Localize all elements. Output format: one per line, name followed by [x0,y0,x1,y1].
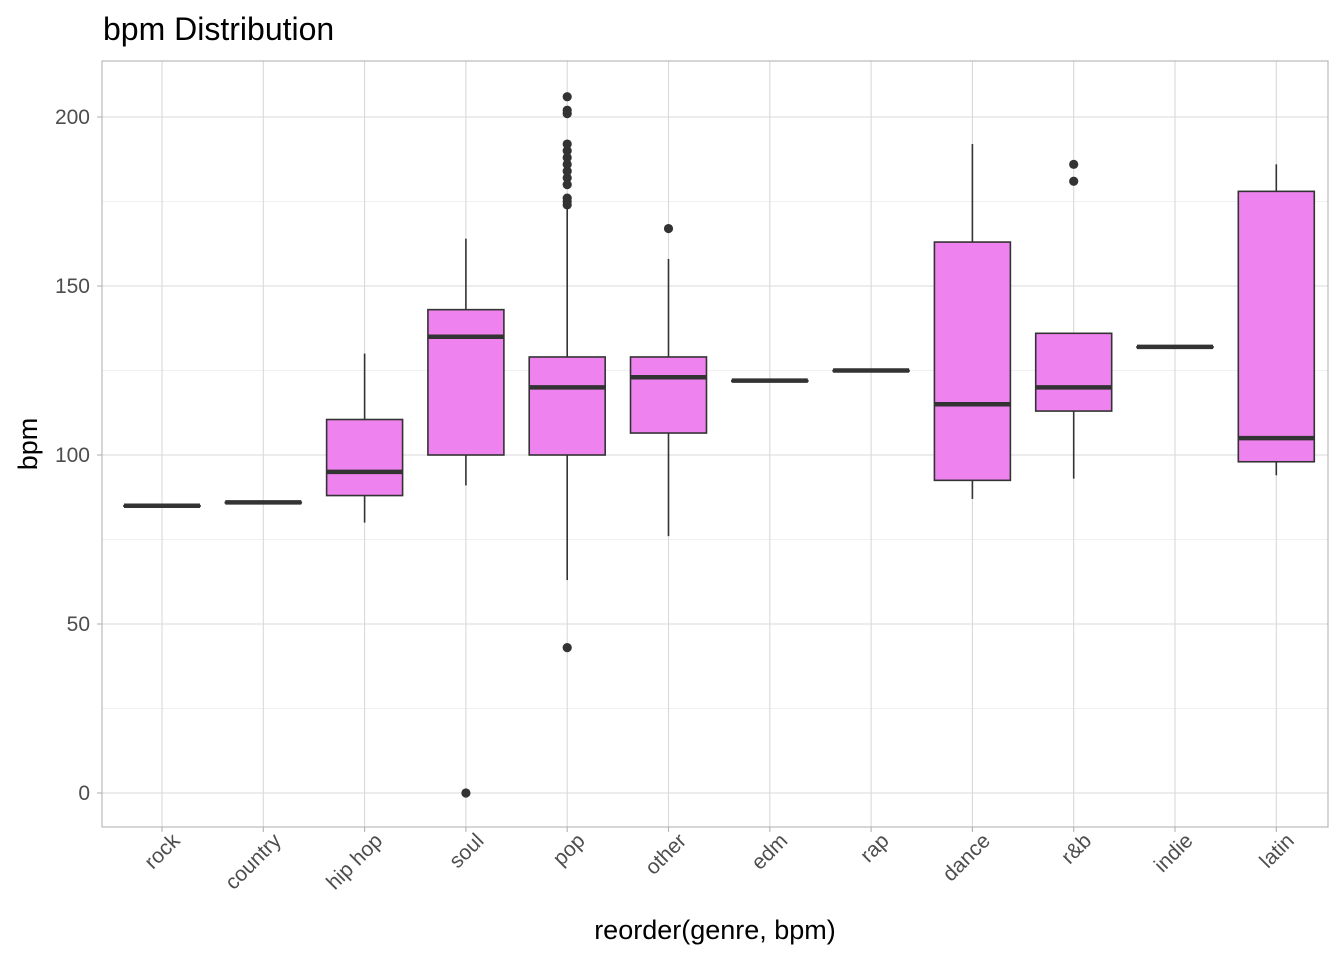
box-iqr [325,418,404,497]
box-country [224,500,303,505]
box-edm [731,378,809,383]
box-soul [427,238,505,798]
x-axis-title: reorder(genre, bpm) [594,915,836,945]
x-tick-label: indie [1150,829,1198,877]
x-tick-label: country [221,829,286,894]
box-pop [528,92,606,653]
outlier-point [562,173,572,183]
outlier-point [562,139,572,149]
outlier-point [562,152,572,163]
outlier-point [562,180,572,190]
outlier-point [1069,159,1079,169]
x-tick-label: pop [549,829,590,870]
box-iqr [427,308,505,456]
box-latin [1237,164,1316,476]
x-tick-label: edm [747,829,792,874]
y-tick-label: 200 [55,106,90,129]
x-tick-label: dance [938,829,995,886]
outlier-point [663,223,674,234]
outlier-point [562,146,572,156]
x-tick-label: other [641,829,691,879]
plot-panel-border [101,60,1329,828]
y-tick-label: 0 [78,782,90,805]
outlier-point [461,788,471,798]
box-iqr [1237,190,1316,463]
outlier-point [562,166,572,176]
x-tick-label: rap [856,829,894,867]
box-iqr [933,241,1012,482]
grid [102,61,1328,827]
x-tick-label: hip hop [322,829,387,894]
y-axis-title: bpm [13,418,43,471]
x-tick-label: latin [1255,829,1299,873]
box-dance [933,144,1012,499]
box-indie [1136,344,1214,350]
y-tick-label: 150 [55,275,90,298]
y-tick-label: 100 [55,444,90,467]
box-other [629,223,708,537]
boxes [123,92,1316,798]
box-rap [832,368,910,373]
x-tick-label: r&b [1057,829,1096,868]
box-iqr [629,356,708,434]
outlier-point [562,643,572,653]
box-r-b [1034,159,1113,479]
x-tick-label: rock [140,829,185,874]
outlier-point [562,105,572,115]
box-iqr [1034,332,1113,412]
outlier-point [562,92,572,102]
box-hip-hop [325,353,404,523]
outlier-point [1069,176,1079,186]
x-tick-label: soul [445,829,489,873]
chart-title: bpm Distribution [103,11,334,47]
box-rock [123,503,201,508]
box-iqr [528,356,606,456]
outlier-point [562,193,572,203]
outlier-point [562,159,572,169]
y-tick-label: 50 [67,613,90,636]
